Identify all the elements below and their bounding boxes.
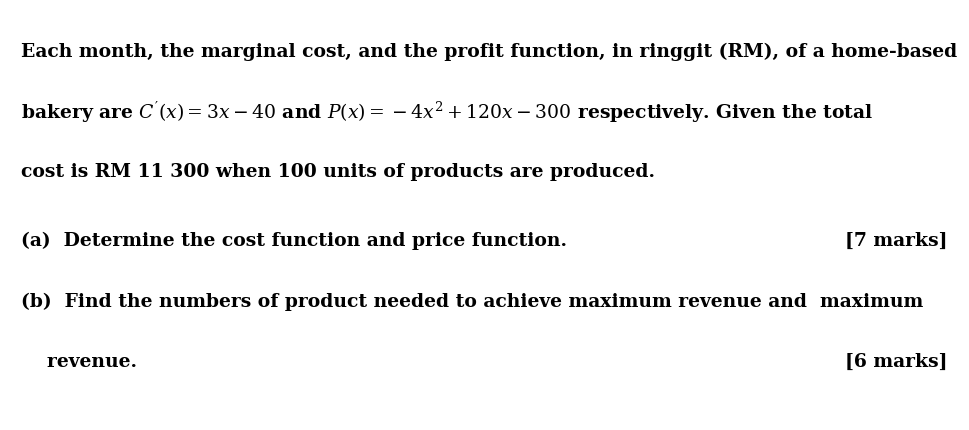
Text: (a)  Determine the cost function and price function.: (a) Determine the cost function and pric… — [21, 232, 567, 250]
Text: bakery are $C'(x)=3x-40$ and $P(x)=-4x^2+120x-300$ respectively. Given the total: bakery are $C'(x)=3x-40$ and $P(x)=-4x^2… — [21, 99, 874, 124]
Text: (b)  Find the numbers of product needed to achieve maximum revenue and  maximum: (b) Find the numbers of product needed t… — [21, 292, 923, 310]
Text: Each month, the marginal cost, and the profit function, in ringgit (RM), of a ho: Each month, the marginal cost, and the p… — [21, 43, 957, 61]
Text: [7 marks]: [7 marks] — [845, 232, 948, 250]
Text: revenue.: revenue. — [21, 352, 138, 370]
Text: [6 marks]: [6 marks] — [845, 352, 948, 370]
Text: cost is RM 11 300 when 100 units of products are produced.: cost is RM 11 300 when 100 units of prod… — [21, 163, 655, 181]
